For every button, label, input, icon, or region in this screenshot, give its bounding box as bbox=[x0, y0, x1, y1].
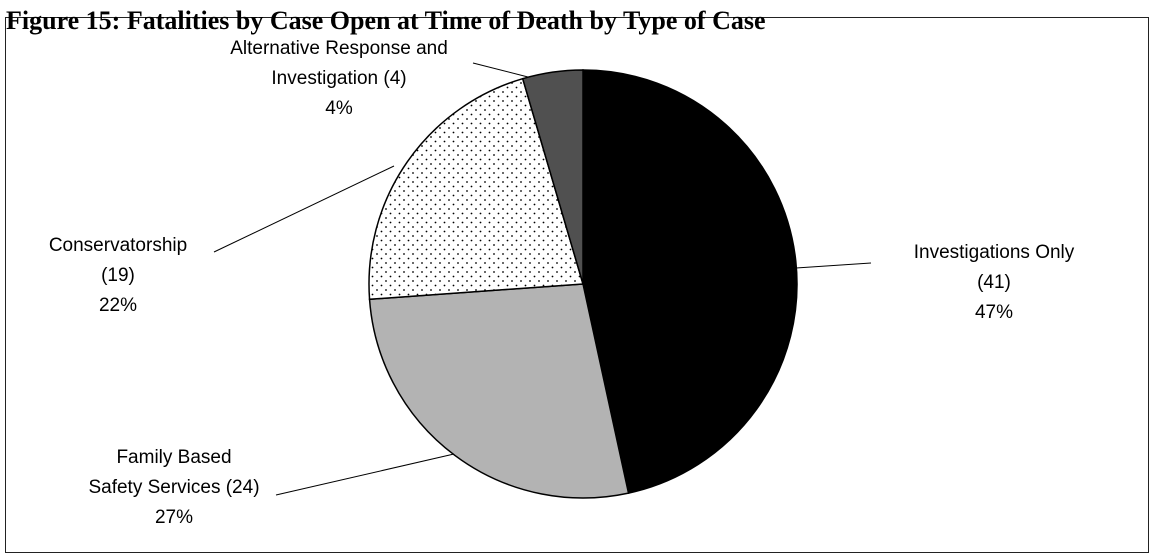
chart-title: Figure 15: Fatalities by Case Open at Ti… bbox=[6, 6, 766, 35]
data-label-text: Safety Services (24) bbox=[88, 477, 259, 498]
data-label: Alternative Response and Investigation (4… bbox=[230, 38, 448, 119]
data-label: Conservatorship (19) 22% bbox=[49, 235, 187, 316]
data-label-percent: 27% bbox=[155, 507, 193, 528]
data-label-text: Investigation (4) bbox=[271, 68, 406, 89]
pie-chart: Investigations Only (41) 47% Family Based Sa… bbox=[49, 38, 1075, 528]
data-label-text: (19) bbox=[101, 265, 135, 286]
leader-line bbox=[795, 262, 872, 269]
data-label: Investigations Only (41) 47% bbox=[914, 242, 1075, 323]
pie-slice-investigations-only bbox=[582, 69, 798, 495]
data-label-text: Family Based bbox=[116, 447, 231, 468]
pie-slice-conservatorship bbox=[368, 77, 584, 301]
data-label-text: Conservatorship bbox=[49, 235, 187, 256]
leader-line bbox=[275, 453, 455, 496]
chart-frame: Figure 15: Fatalities by Case Open at Ti… bbox=[5, 6, 1149, 553]
pie-slice-family-based-safety-services bbox=[368, 283, 630, 499]
data-label-percent: 4% bbox=[325, 98, 353, 119]
data-label: Family Based Safety Services (24) 27% bbox=[88, 447, 259, 528]
data-label-text: (41) bbox=[977, 272, 1011, 293]
leader-line bbox=[213, 165, 395, 253]
data-label-text: Alternative Response and bbox=[230, 38, 448, 59]
leader-line bbox=[472, 62, 529, 78]
data-label-text: Investigations Only bbox=[914, 242, 1075, 263]
data-label-percent: 47% bbox=[975, 302, 1013, 323]
pie-slice-alternative-response-and-investigation bbox=[521, 69, 584, 285]
data-label-percent: 22% bbox=[99, 295, 137, 316]
